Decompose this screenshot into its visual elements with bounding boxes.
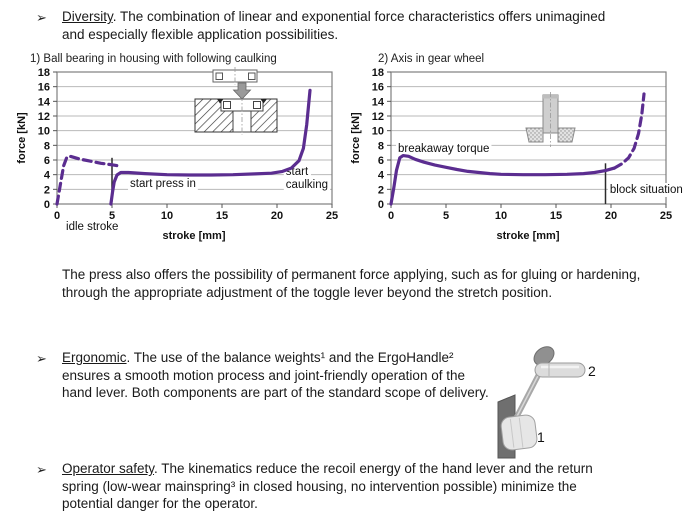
- figure-label-handle: 2: [588, 363, 596, 379]
- ergo-handle: [534, 362, 586, 378]
- y-tick-label: 18: [372, 67, 384, 79]
- y-tick-label: 10: [372, 126, 384, 138]
- y-tick-label: 8: [378, 140, 384, 152]
- chart-annotation: breakaway torque: [398, 143, 489, 155]
- y-tick-label: 14: [372, 96, 385, 108]
- y-tick-label: 8: [44, 140, 50, 152]
- bullet-arrow-icon: ➢: [36, 351, 47, 366]
- y-tick-label: 6: [378, 155, 384, 167]
- x-tick-label: 5: [109, 210, 115, 222]
- chart-annotation: caulking: [286, 179, 328, 191]
- x-tick-label: 10: [495, 210, 507, 222]
- press-arrow-icon: [232, 82, 252, 100]
- bullet-operator-safety-term: Operator safety: [62, 461, 155, 476]
- y-tick-label: 16: [372, 82, 384, 94]
- force-curve: [109, 88, 312, 206]
- bullet-operator-safety: Operator safety. The kinematics reduce t…: [62, 460, 627, 513]
- chart-annotation: idle stroke: [66, 221, 118, 233]
- x-tick-label: 0: [54, 210, 60, 222]
- bullet-diversity-term: Diversity: [62, 9, 113, 24]
- x-tick-label: 15: [216, 210, 228, 222]
- chart2-y-axis-label: force [kN]: [350, 112, 362, 164]
- chart1-x-axis-label: stroke [mm]: [163, 230, 226, 242]
- y-tick-label: 10: [38, 126, 50, 138]
- chart1-title: 1) Ball bearing in housing with followin…: [30, 53, 277, 65]
- chart-gear-wheel: 2) Axis in gear wheel force [kN] stroke …: [348, 50, 685, 252]
- x-tick-label: 15: [550, 210, 562, 222]
- weight-seam-1: [509, 418, 515, 448]
- inset-ball-bearing-diagram: [194, 67, 278, 135]
- y-tick-label: 0: [378, 199, 384, 211]
- y-tick-label: 14: [38, 96, 51, 108]
- plot-layer: 0 2 4 6 8 10 12 14 16 18 0 5 10 15 20 25 breakaway torqu…: [372, 67, 685, 222]
- figure-hand-lever: 1 2: [493, 342, 633, 469]
- balance-weight: [500, 414, 538, 451]
- chart-gear-wheel-svg: 2) Axis in gear wheel force [kN] stroke …: [350, 53, 685, 242]
- x-tick-label: 20: [271, 210, 283, 222]
- inset-ball-right: [253, 101, 261, 109]
- y-tick-label: 18: [38, 67, 50, 79]
- bullet-ergonomic-text: . The use of the balance weights¹ and th…: [62, 350, 489, 400]
- y-tick-label: 2: [44, 184, 50, 196]
- force-curve: [55, 154, 121, 206]
- bullet-ergonomic: Ergonomic. The use of the balance weight…: [62, 349, 490, 402]
- bullet-diversity: Diversity. The combination of linear and…: [62, 8, 622, 43]
- x-tick-label: 25: [326, 210, 338, 222]
- y-tick-label: 4: [44, 170, 51, 182]
- y-tick-label: 12: [38, 111, 50, 123]
- chart-ball-bearing-svg: 1) Ball bearing in housing with followin…: [16, 53, 338, 242]
- lever-arm-highlight: [512, 369, 542, 425]
- bullet-arrow-icon: ➢: [36, 462, 47, 477]
- annotation-mask: [283, 178, 331, 193]
- force-curve: [389, 154, 616, 206]
- bullet-arrow-icon: ➢: [36, 10, 47, 25]
- y-tick-label: 2: [378, 184, 384, 196]
- lever-knob: [533, 346, 555, 366]
- figure-hand-lever-svg: 1 2: [497, 346, 596, 459]
- x-tick-label: 5: [443, 210, 449, 222]
- x-tick-label: 10: [161, 210, 173, 222]
- bullet-operator-safety-text: . The kinematics reduce the recoil energ…: [62, 461, 593, 511]
- plot-border: [390, 71, 667, 205]
- inset-gear-right: [557, 127, 576, 143]
- bullet-ergonomic-term: Ergonomic: [62, 350, 127, 365]
- inset-ball-left-top: [215, 72, 223, 80]
- annotation-mask: [396, 141, 492, 156]
- inset-ball-right-top: [248, 72, 256, 80]
- inset-ball-left: [223, 101, 231, 109]
- annotation-mask: [128, 176, 198, 191]
- chart-annotation: block situation: [610, 184, 683, 196]
- chart-ball-bearing: 1) Ball bearing in housing with followin…: [14, 50, 339, 252]
- chart2-x-axis-label: stroke [mm]: [497, 230, 560, 242]
- x-tick-label: 25: [660, 210, 672, 222]
- x-tick-label: 20: [605, 210, 617, 222]
- bullet-diversity-text: . The combination of linear and exponent…: [62, 9, 606, 42]
- weight-seam-2: [518, 417, 524, 448]
- y-tick-label: 0: [44, 199, 50, 211]
- balance-weight-group: [500, 414, 538, 451]
- x-tick-label: 0: [388, 210, 394, 222]
- chart-annotation: start press in: [130, 178, 196, 190]
- y-tick-label: 4: [378, 170, 385, 182]
- caulk-mark-left: [217, 99, 224, 104]
- y-tick-label: 12: [372, 111, 384, 123]
- chart1-y-axis-label: force [kN]: [16, 112, 28, 164]
- caulk-mark-right: [260, 99, 267, 104]
- y-tick-label: 16: [38, 82, 50, 94]
- annotation-mask: [607, 183, 685, 197]
- force-curve: [612, 92, 646, 170]
- inset-gear-left: [525, 127, 544, 143]
- inset-gear-wheel-diagram: [525, 92, 576, 147]
- figure-label-weight: 1: [537, 429, 545, 445]
- paragraph-permanent-force: The press also offers the possibility of…: [62, 267, 641, 300]
- plot-border: [56, 71, 333, 205]
- y-tick-label: 6: [44, 155, 50, 167]
- chart2-title: 2) Axis in gear wheel: [378, 53, 484, 65]
- plot-layer: 0 2 4 6 8 10 12 14 16 18 0 5 10 15 20 25 idle stroke star…: [38, 67, 338, 233]
